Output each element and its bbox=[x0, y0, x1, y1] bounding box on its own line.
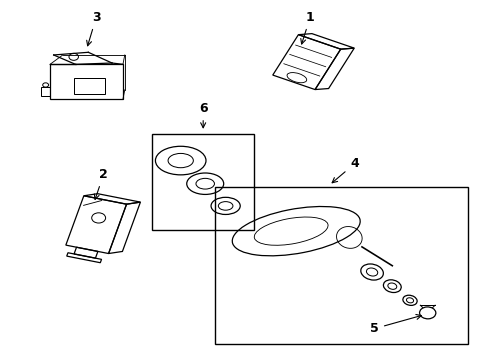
Bar bbox=[74, 78, 104, 94]
Bar bbox=[50, 64, 122, 99]
Bar bbox=[152, 134, 254, 230]
Text: 4: 4 bbox=[331, 157, 358, 183]
Text: 2: 2 bbox=[94, 168, 108, 199]
Text: 5: 5 bbox=[369, 315, 421, 335]
Text: 1: 1 bbox=[300, 11, 314, 44]
Bar bbox=[215, 187, 467, 344]
Text: 3: 3 bbox=[86, 11, 101, 46]
Text: 6: 6 bbox=[199, 102, 207, 128]
Bar bbox=[41, 87, 50, 96]
